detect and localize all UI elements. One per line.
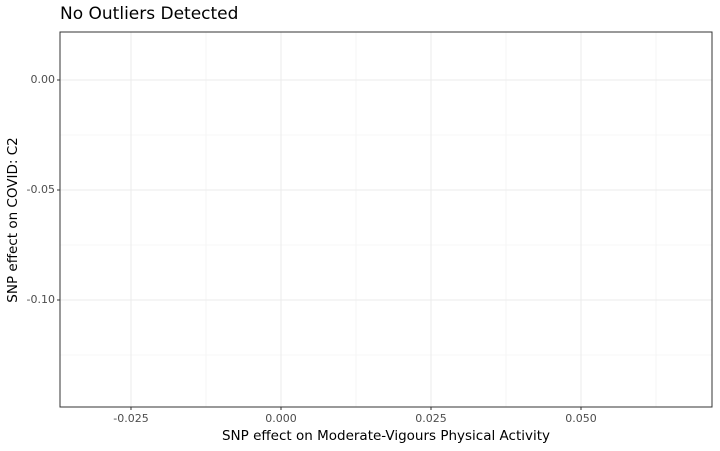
panel-border: [59, 31, 713, 408]
x-tick-label: 0.000: [265, 412, 297, 425]
y-tick-label: -0.05: [27, 183, 55, 196]
chart-title: No Outliers Detected: [60, 4, 238, 24]
x-tick-label: 0.025: [415, 412, 447, 425]
x-tick-label: -0.025: [113, 412, 148, 425]
y-axis-label: SNP effect on COVID: C2: [5, 137, 21, 302]
y-tick-label: 0.00: [31, 73, 56, 86]
y-tick-label: -0.10: [27, 293, 55, 306]
x-tick-label: 0.050: [565, 412, 597, 425]
x-axis-label: SNP effect on Moderate-Vigours Physical …: [222, 428, 550, 444]
